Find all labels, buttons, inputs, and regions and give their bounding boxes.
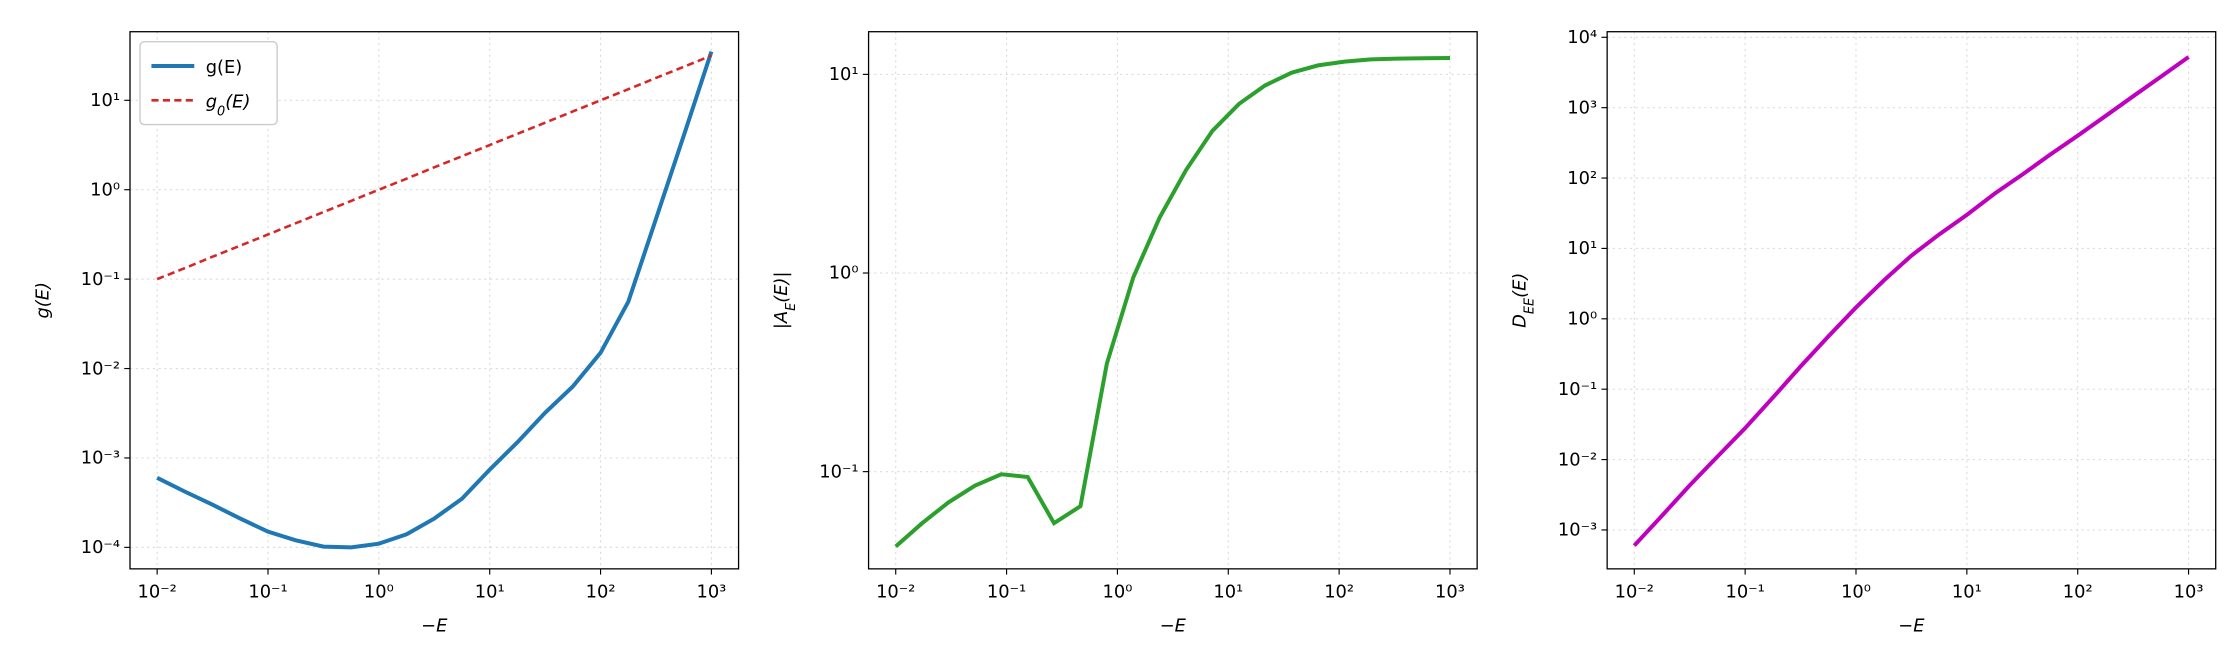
x-tick-label: 10⁻¹ bbox=[248, 581, 287, 602]
text-part: (E) bbox=[1510, 273, 1531, 298]
x-tick-label: 10³ bbox=[1435, 581, 1465, 602]
x-tick-label: 10³ bbox=[696, 581, 726, 602]
text-part: g bbox=[206, 91, 217, 112]
y-tick-label: 10¹ bbox=[1567, 238, 1597, 259]
legend-box bbox=[139, 40, 278, 126]
x-tick-label: 10⁰ bbox=[364, 581, 394, 602]
x-axis-label: −E bbox=[421, 616, 448, 637]
x-tick-label: 10⁻² bbox=[138, 581, 177, 602]
x-tick-label: 10² bbox=[586, 581, 616, 602]
text-part: 0 bbox=[217, 104, 225, 119]
x-tick-label: 10¹ bbox=[475, 581, 505, 602]
y-axis-label: |AE(E)| bbox=[771, 272, 799, 330]
x-tick-label: 10⁰ bbox=[1841, 581, 1871, 602]
y-tick-label: 10⁴ bbox=[1567, 27, 1597, 48]
series-line bbox=[894, 55, 1451, 548]
y-axis-label: g(E) bbox=[33, 282, 54, 319]
text-part: |A bbox=[771, 311, 792, 329]
text-part: E bbox=[784, 302, 799, 311]
y-tick-label: 10¹ bbox=[90, 90, 120, 111]
y-tick-label: 10⁻² bbox=[81, 358, 120, 379]
y-tick-label: 10⁻³ bbox=[1558, 520, 1597, 541]
y-axis-label: DEE(E) bbox=[1510, 273, 1538, 328]
x-tick-label: 10⁻² bbox=[1615, 581, 1654, 602]
legend-label: g(E) bbox=[206, 57, 243, 78]
axes-frame bbox=[129, 31, 740, 570]
y-tick-label: 10⁰ bbox=[829, 263, 859, 284]
text-part: g(E) bbox=[206, 57, 243, 78]
series-line bbox=[156, 51, 714, 550]
y-tick-label: 10⁻¹ bbox=[1558, 379, 1597, 400]
x-tick-label: 10⁻² bbox=[876, 581, 915, 602]
text-part: (E) bbox=[225, 91, 250, 112]
x-tick-label: 10² bbox=[1324, 581, 1354, 602]
panel: 10⁻² 10⁻¹ 10⁰ 10¹ 10² 10³ 10⁻⁴ 10⁻³ 10⁻² 10⁻¹ 10⁰ 1… bbox=[33, 31, 740, 637]
series-line bbox=[1632, 55, 2190, 547]
axes-frame bbox=[867, 31, 1478, 570]
y-tick-label: 10³ bbox=[1567, 97, 1597, 118]
axes-frame bbox=[1606, 31, 2217, 570]
y-tick-label: 10⁻¹ bbox=[819, 461, 858, 482]
y-tick-label: 10¹ bbox=[829, 64, 859, 85]
y-tick-label: 10⁻¹ bbox=[81, 269, 120, 290]
legend-label: g0(E) bbox=[206, 91, 251, 119]
x-tick-label: 10³ bbox=[2174, 581, 2204, 602]
panel: 10⁻² 10⁻¹ 10⁰ 10¹ 10² 10³ 10⁻³ 10⁻² 10⁻¹ 10⁰ 10¹ 10… bbox=[1510, 27, 2217, 637]
x-tick-label: 10² bbox=[2063, 581, 2093, 602]
x-tick-label: 10¹ bbox=[1213, 581, 1243, 602]
text-part: D bbox=[1510, 314, 1531, 328]
series-line bbox=[156, 54, 712, 281]
x-axis-label: −E bbox=[1898, 616, 1925, 637]
x-tick-label: 10¹ bbox=[1952, 581, 1982, 602]
y-tick-label: 10⁰ bbox=[1567, 309, 1597, 330]
x-tick-label: 10⁻¹ bbox=[987, 581, 1026, 602]
x-tick-label: 10⁰ bbox=[1102, 581, 1132, 602]
y-tick-label: 10⁻⁴ bbox=[81, 537, 120, 558]
text-part: g(E) bbox=[33, 282, 54, 319]
panel: 10⁻² 10⁻¹ 10⁰ 10¹ 10² 10³ 10⁻¹ 10⁰ 10¹ −E |AE(E)| bbox=[771, 31, 1478, 637]
y-tick-label: 10⁰ bbox=[90, 179, 120, 200]
x-axis-label: −E bbox=[1160, 616, 1187, 637]
y-tick-label: 10⁻² bbox=[1558, 449, 1597, 470]
y-tick-label: 10² bbox=[1567, 168, 1597, 189]
x-tick-label: 10⁻¹ bbox=[1726, 581, 1765, 602]
text-part: (E)| bbox=[771, 272, 792, 303]
text-part: EE bbox=[1522, 297, 1537, 314]
y-tick-label: 10⁻³ bbox=[81, 448, 120, 469]
